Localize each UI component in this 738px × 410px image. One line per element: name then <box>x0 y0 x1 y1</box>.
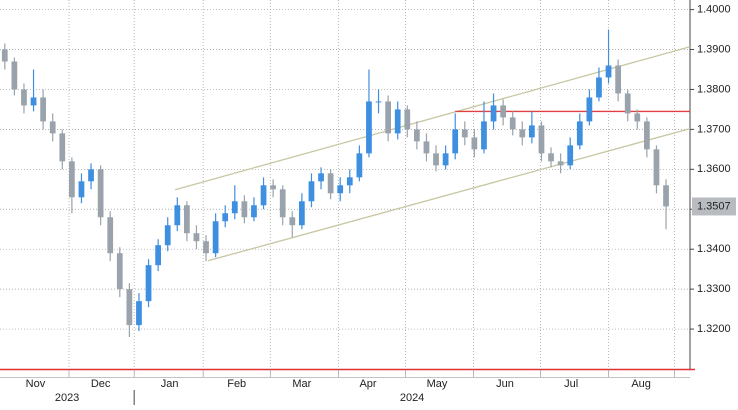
y-tick-label: 1.4000 <box>697 3 731 15</box>
candle-body <box>126 289 133 326</box>
candle-body <box>461 129 468 138</box>
trendline <box>174 46 691 191</box>
x-tick-label: Feb <box>227 378 246 390</box>
candle-body <box>567 145 574 166</box>
x-tick-label: Apr <box>359 378 376 390</box>
candle-body <box>145 265 152 302</box>
candle-body <box>442 153 449 166</box>
y-tick-label: 1.3600 <box>697 163 731 175</box>
candle-body <box>59 133 66 162</box>
candle-body <box>653 149 660 186</box>
candle-body <box>30 97 37 106</box>
candle-body <box>385 101 391 134</box>
candle-body <box>375 101 382 103</box>
candle-body <box>308 181 315 202</box>
x-tick-label: Jul <box>564 378 578 390</box>
candle-body <box>88 169 94 182</box>
candle-body <box>279 189 286 218</box>
candle-body <box>404 109 411 130</box>
candle-body <box>174 205 181 226</box>
candle-body <box>69 161 75 198</box>
year-label: 2023 <box>55 392 79 404</box>
candle-body <box>116 253 123 290</box>
candle-body <box>184 205 190 234</box>
y-tick-label: 1.3300 <box>697 283 731 295</box>
candle-body <box>212 221 219 254</box>
candle-body <box>203 241 209 254</box>
candle-body <box>452 129 459 154</box>
candle-body <box>557 161 564 166</box>
candle-body <box>605 65 612 78</box>
x-tick-label: May <box>427 378 448 390</box>
y-tick-label: 1.3900 <box>697 43 731 55</box>
candle-body <box>500 105 506 118</box>
candle-body <box>78 181 85 198</box>
candle-body <box>509 117 516 130</box>
x-tick-label: Jan <box>161 378 179 390</box>
candle-body <box>299 201 305 226</box>
candle-body <box>538 125 545 154</box>
y-tick-label: 1.3800 <box>697 83 731 95</box>
x-tick-label: Aug <box>631 378 651 390</box>
candle-body <box>346 177 353 186</box>
candle-body <box>222 213 229 222</box>
candle-body <box>164 225 171 246</box>
y-tick-label: 1.3200 <box>697 323 731 335</box>
candle-body <box>107 217 114 254</box>
candle-body <box>11 61 18 90</box>
candle-body <box>529 125 535 138</box>
candle-body <box>471 137 478 150</box>
candle-body <box>586 97 593 122</box>
candle-body <box>394 109 401 134</box>
candle-body <box>1 49 8 62</box>
candle-body <box>576 121 583 146</box>
candle-body <box>251 205 257 218</box>
candle-body <box>155 245 161 266</box>
candle-body <box>97 169 104 218</box>
candle-body <box>40 97 46 122</box>
candle-body <box>481 121 487 150</box>
candle-body <box>260 185 267 206</box>
y-tick-label: 1.3700 <box>697 123 731 135</box>
candle-body <box>548 153 554 162</box>
candle-body <box>423 141 430 154</box>
x-tick-label: Mar <box>292 378 311 390</box>
candle-body <box>634 113 641 122</box>
x-tick-label: Jun <box>496 378 514 390</box>
candle-body <box>644 121 650 150</box>
candle-body <box>241 201 248 218</box>
candle-body <box>193 233 200 242</box>
candle-body <box>414 129 420 142</box>
trendline <box>207 127 691 262</box>
y-tick-label: 1.3400 <box>697 243 731 255</box>
candle-body <box>136 301 142 326</box>
candle-body <box>519 129 526 138</box>
candle-body <box>615 65 621 94</box>
candle-body <box>49 121 56 134</box>
candle-body <box>327 173 334 194</box>
x-tick-label: Nov <box>26 378 46 390</box>
candle-body <box>596 77 602 98</box>
last-price-box <box>692 197 736 216</box>
candle-body <box>337 185 344 194</box>
x-tick-label: Dec <box>91 378 111 390</box>
candle-body <box>624 93 631 114</box>
candle-body <box>231 201 238 214</box>
candle-body <box>21 89 27 106</box>
candle-body <box>663 185 669 207</box>
candle-body <box>490 105 497 122</box>
year-label: 2024 <box>400 392 424 404</box>
candle-body <box>356 153 363 178</box>
candle-body <box>270 185 276 190</box>
candle-body <box>433 153 439 166</box>
candle-body <box>289 217 296 226</box>
candle-body <box>318 173 324 182</box>
last-price-label: 1.3507 <box>697 200 731 212</box>
candle-body <box>366 101 372 154</box>
